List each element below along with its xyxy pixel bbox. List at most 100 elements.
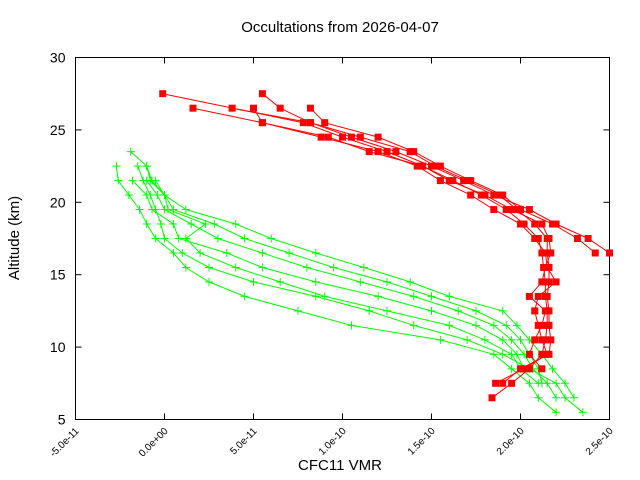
- data-point-plus: [552, 379, 561, 388]
- data-point-plus: [276, 277, 285, 286]
- data-point-square: [347, 133, 355, 141]
- chart-title: Occultations from 2026-04-07: [241, 19, 439, 36]
- series-1: [189, 104, 560, 387]
- data-point-plus: [148, 205, 157, 214]
- series-line: [146, 165, 539, 384]
- x-tick-label: 0.0e+00: [137, 426, 171, 460]
- data-point-square: [545, 235, 553, 242]
- data-point-square: [392, 148, 400, 156]
- data-point-square: [538, 365, 546, 373]
- data-point-square: [538, 350, 546, 358]
- data-point-plus: [285, 248, 294, 257]
- data-point-square: [317, 133, 325, 141]
- data-point-plus: [409, 321, 418, 330]
- series-group: [112, 90, 613, 417]
- data-point-plus: [502, 321, 511, 330]
- data-point-plus: [169, 248, 178, 257]
- data-point-square: [467, 191, 475, 199]
- data-point-square: [477, 191, 485, 199]
- y-tick-label: 5: [58, 412, 66, 428]
- series-12: [142, 176, 561, 402]
- data-point-plus: [210, 220, 219, 229]
- data-point-plus: [160, 234, 169, 243]
- data-point-square: [276, 104, 284, 112]
- data-point-plus: [151, 234, 160, 243]
- data-point-plus: [302, 263, 311, 272]
- data-point-square: [538, 249, 546, 257]
- data-point-square: [159, 90, 167, 98]
- series-4: [250, 104, 555, 373]
- data-point-square: [258, 90, 266, 98]
- data-point-square: [538, 220, 546, 228]
- data-point-square: [492, 379, 500, 387]
- series-5: [306, 104, 599, 257]
- data-point-square: [467, 177, 475, 185]
- data-point-square: [517, 365, 524, 373]
- data-point-square: [508, 206, 516, 214]
- data-point-plus: [258, 263, 267, 272]
- data-point-plus: [472, 321, 480, 330]
- data-point-plus: [409, 292, 418, 301]
- data-point-plus: [463, 335, 472, 344]
- data-point-square: [541, 263, 549, 271]
- data-point-plus: [445, 321, 454, 330]
- data-point-square: [534, 321, 542, 329]
- data-point-square: [531, 220, 539, 228]
- data-point-plus: [359, 263, 368, 272]
- data-point-plus: [472, 306, 480, 315]
- data-point-square: [508, 379, 516, 387]
- series-line: [155, 180, 543, 384]
- x-tick-label: 2.5e-10: [584, 426, 616, 458]
- data-point-square: [502, 206, 510, 214]
- data-point-plus: [552, 408, 561, 417]
- series-3: [258, 90, 555, 387]
- data-point-square: [525, 365, 533, 373]
- data-point-plus: [114, 176, 123, 185]
- data-point-square: [410, 148, 418, 156]
- data-point-square: [431, 162, 439, 170]
- data-point-square: [531, 307, 539, 315]
- x-tick-label: 5.0e-11: [228, 426, 260, 458]
- data-point-plus: [187, 220, 196, 229]
- data-point-square: [490, 206, 498, 214]
- data-point-square: [436, 177, 444, 185]
- data-point-square: [541, 278, 549, 286]
- data-point-plus: [178, 248, 187, 257]
- data-point-plus: [507, 364, 516, 373]
- data-point-plus: [427, 292, 436, 301]
- data-point-square: [545, 278, 553, 286]
- data-point-square: [228, 104, 236, 112]
- data-point-plus: [436, 335, 445, 344]
- data-point-square: [321, 119, 329, 127]
- data-point-plus: [142, 162, 151, 171]
- data-point-plus: [213, 234, 222, 243]
- series-line: [137, 165, 584, 413]
- data-point-square: [545, 321, 553, 329]
- data-point-square: [520, 220, 528, 228]
- data-point-plus: [128, 176, 137, 185]
- data-point-plus: [320, 292, 329, 301]
- data-point-square: [545, 350, 553, 358]
- data-point-plus: [356, 277, 365, 286]
- data-point-square: [545, 263, 553, 271]
- data-point-plus: [498, 306, 507, 315]
- data-point-plus: [552, 393, 561, 402]
- data-point-square: [534, 292, 542, 300]
- data-point-square: [481, 191, 489, 199]
- data-point-plus: [231, 263, 240, 272]
- data-point-square: [545, 307, 553, 315]
- data-point-square: [552, 278, 560, 286]
- data-point-plus: [133, 162, 142, 171]
- data-point-plus: [427, 306, 436, 315]
- data-point-plus: [498, 335, 507, 344]
- data-point-square: [531, 235, 539, 242]
- data-point-square: [339, 133, 346, 141]
- x-tick-label: 1.5e-10: [406, 426, 438, 458]
- data-point-plus: [406, 277, 415, 286]
- data-point-plus: [169, 205, 178, 214]
- series-8: [133, 162, 587, 417]
- data-point-plus: [169, 220, 178, 229]
- data-point-square: [356, 133, 364, 141]
- data-point-square: [250, 104, 257, 112]
